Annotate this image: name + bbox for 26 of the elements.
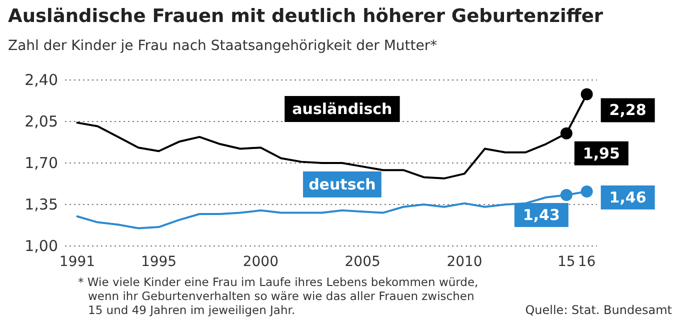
y-tick-label: 1,70 [24,154,58,172]
point [560,127,572,140]
x-tick-label: 2005 [344,254,380,270]
text: * Wie viele Kinder eine Frau im Laufe ihres Lebens bekommen würde, wenn ihr Geburtenverhalten so wäre wie das aller Frauen zwischen 15 und 49 Jahren im jeweiligen Jahr. [78,275,478,317]
data-label: 2,28 [609,101,646,120]
source-note: Quelle: Stat. Bundesamt [525,303,672,317]
chart-title: Ausländische Frauen mit deutlich höherer Geburtenziffer [8,6,604,27]
data-label: 1,46 [609,188,646,206]
x-tick-label: 1991 [59,254,96,270]
y-tick-label: 2,05 [24,112,58,130]
data-label: 1,43 [522,206,560,224]
data-label: 1,95 [582,144,620,162]
x-tick-label: 2000 [242,254,278,270]
y-tick-label: 2,40 [24,71,58,89]
x-tick-label: 1995 [140,254,177,270]
point [580,88,593,100]
x-tick-label: 16 [578,254,596,270]
chart-subtitle: Zahl der Kinder je Frau nach Staatsangehörigkeit der Mutter* [8,38,438,54]
x-tick-label: 2010 [446,254,482,270]
text: ausländisch [292,100,392,118]
y-tick-label: 1,00 [24,237,58,255]
x-tick-label: 15 [558,254,576,270]
y-tick-label: 1,35 [24,196,58,214]
point [560,189,572,202]
series-label: deutsch [308,175,376,194]
point [580,185,593,198]
